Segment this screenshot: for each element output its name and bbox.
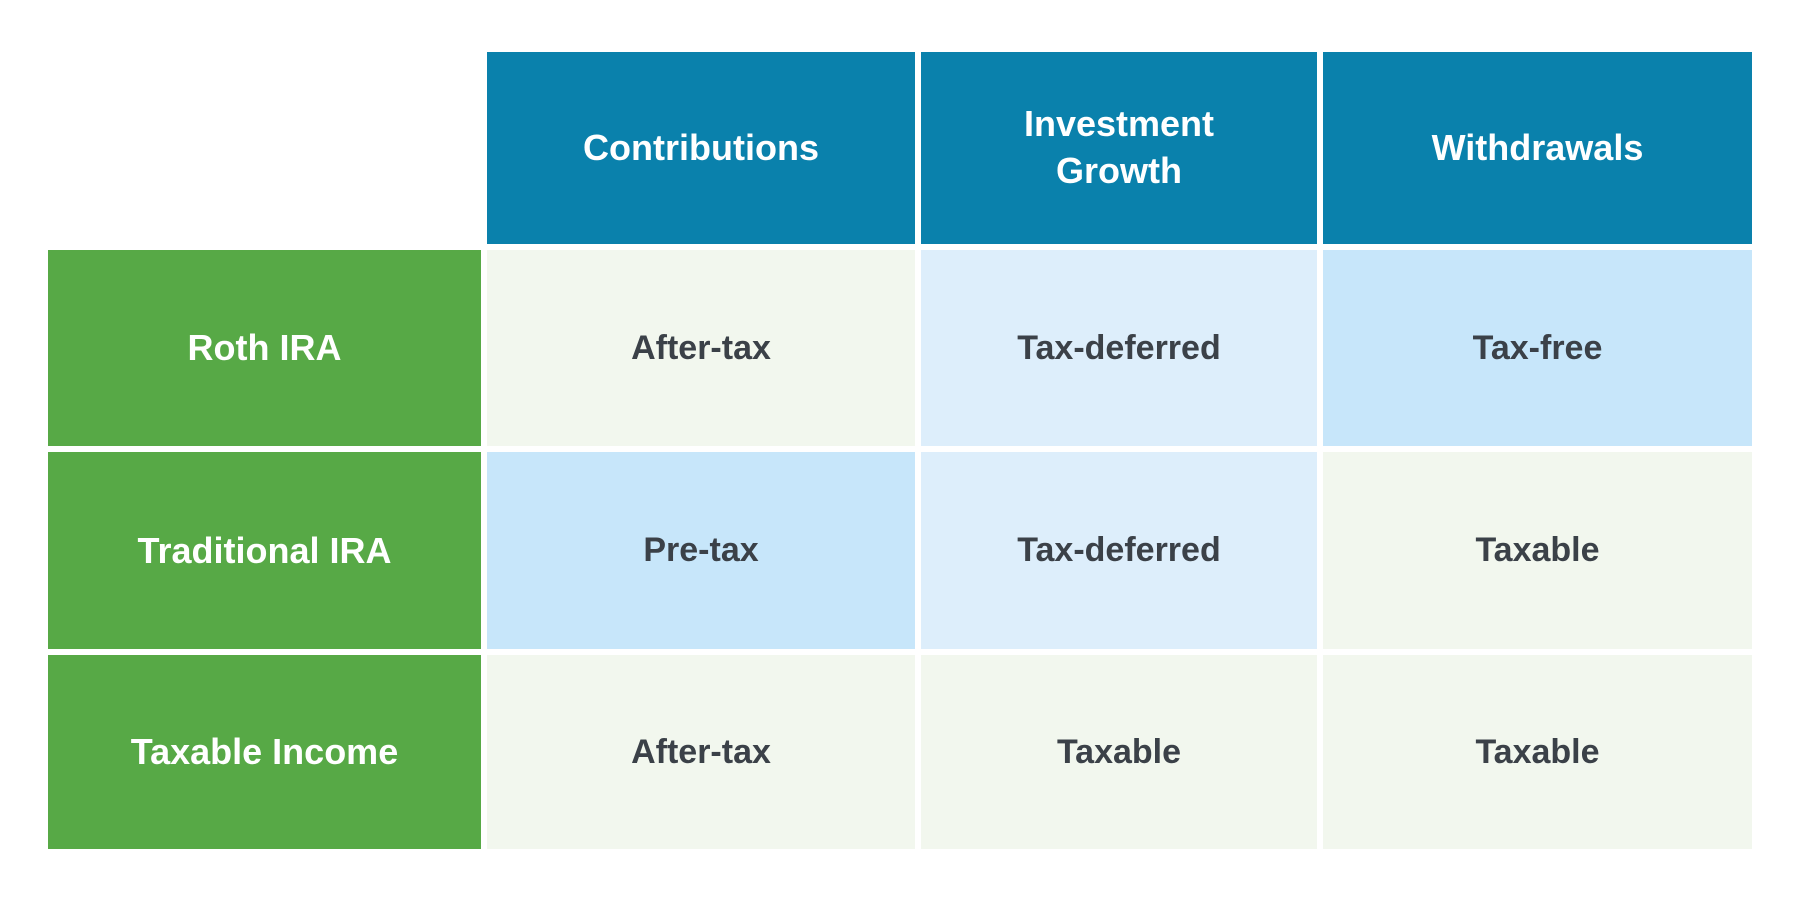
cell-roth-ira-investment-growth: Tax-deferred xyxy=(921,250,1317,446)
tax-comparison-table: Contributions Investment Growth Withdraw… xyxy=(48,52,1752,849)
cell-taxable-income-withdrawals: Taxable xyxy=(1323,655,1752,849)
column-header-investment-growth: Investment Growth xyxy=(921,52,1317,244)
row-header-traditional-ira: Traditional IRA xyxy=(48,452,481,649)
cell-traditional-ira-contributions: Pre-tax xyxy=(487,452,915,649)
column-header-withdrawals: Withdrawals xyxy=(1323,52,1752,244)
cell-roth-ira-withdrawals: Tax-free xyxy=(1323,250,1752,446)
cell-traditional-ira-withdrawals: Taxable xyxy=(1323,452,1752,649)
top-left-spacer xyxy=(48,52,481,244)
cell-roth-ira-contributions: After-tax xyxy=(487,250,915,446)
row-header-roth-ira: Roth IRA xyxy=(48,250,481,446)
row-header-taxable-income: Taxable Income xyxy=(48,655,481,849)
column-header-label: Contributions xyxy=(583,126,819,168)
cell-taxable-income-investment-growth: Taxable xyxy=(921,655,1317,849)
column-header-contributions: Contributions xyxy=(487,52,915,244)
cell-traditional-ira-investment-growth: Tax-deferred xyxy=(921,452,1317,649)
column-header-label: Withdrawals xyxy=(1431,126,1644,168)
column-header-label: Investment Growth xyxy=(1023,103,1215,191)
cell-taxable-income-contributions: After-tax xyxy=(487,655,915,849)
